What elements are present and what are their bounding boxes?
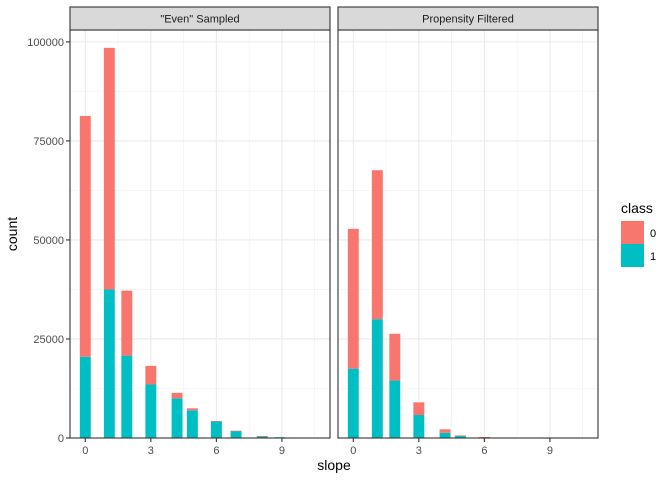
bar-class-0	[79, 115, 91, 357]
bar-class-1	[171, 398, 183, 438]
bar-class-0	[439, 429, 451, 433]
facet-strip-title: "Even" Sampled	[160, 14, 239, 26]
bar-class-1	[439, 432, 451, 438]
bar-class-1	[389, 380, 401, 438]
legend-key-1	[621, 244, 644, 267]
x-tick-label: 3	[148, 445, 154, 457]
bar-class-0	[230, 430, 242, 432]
bar-class-0	[145, 365, 157, 385]
x-tick-label: 9	[279, 445, 285, 457]
bar-class-1	[186, 410, 198, 438]
facet-strip	[69, 6, 331, 31]
bar-class-0	[256, 435, 268, 437]
y-tick-label: 0	[58, 433, 64, 445]
bar-class-1	[230, 430, 242, 438]
legend-label: 0	[650, 228, 656, 240]
bar-class-1	[454, 436, 466, 438]
legend-title: class	[621, 200, 653, 216]
bar-class-0	[389, 333, 401, 381]
bar-class-0	[103, 47, 115, 290]
facet-strip-title: Propensity Filtered	[422, 14, 514, 26]
x-tick-label: 9	[547, 445, 553, 457]
x-tick-label: 6	[481, 445, 487, 457]
bar-class-0	[454, 435, 466, 437]
x-axis-title: slope	[317, 457, 351, 473]
bar-class-1	[347, 368, 359, 438]
bar-class-0	[413, 402, 425, 416]
bar-class-1	[210, 421, 222, 438]
bar-class-1	[256, 436, 268, 438]
bar-class-1	[145, 384, 157, 438]
y-tick-label: 75000	[33, 136, 64, 148]
bar-class-1	[413, 415, 425, 438]
bar-class-0	[347, 228, 359, 369]
bar-class-1	[103, 289, 115, 438]
bar-class-1	[79, 356, 91, 438]
legend-key-0	[621, 221, 644, 244]
x-tick-label: 6	[213, 445, 219, 457]
legend-label: 1	[650, 251, 656, 263]
y-tick-label: 100000	[27, 37, 64, 49]
bar-class-0	[121, 290, 133, 356]
y-tick-label: 50000	[33, 235, 64, 247]
bar-class-0	[478, 437, 490, 438]
bar-class-0	[186, 408, 198, 411]
bar-class-0	[371, 170, 383, 320]
x-tick-label: 3	[416, 445, 422, 457]
y-axis-title: count	[4, 217, 20, 251]
bar-class-0	[210, 420, 222, 422]
bar-class-1	[371, 319, 383, 438]
y-tick-label: 25000	[33, 334, 64, 346]
x-tick-label: 0	[82, 445, 88, 457]
bar-class-1	[121, 355, 133, 438]
x-tick-label: 0	[350, 445, 356, 457]
facet-strip	[337, 6, 599, 31]
bar-class-0	[171, 392, 183, 399]
